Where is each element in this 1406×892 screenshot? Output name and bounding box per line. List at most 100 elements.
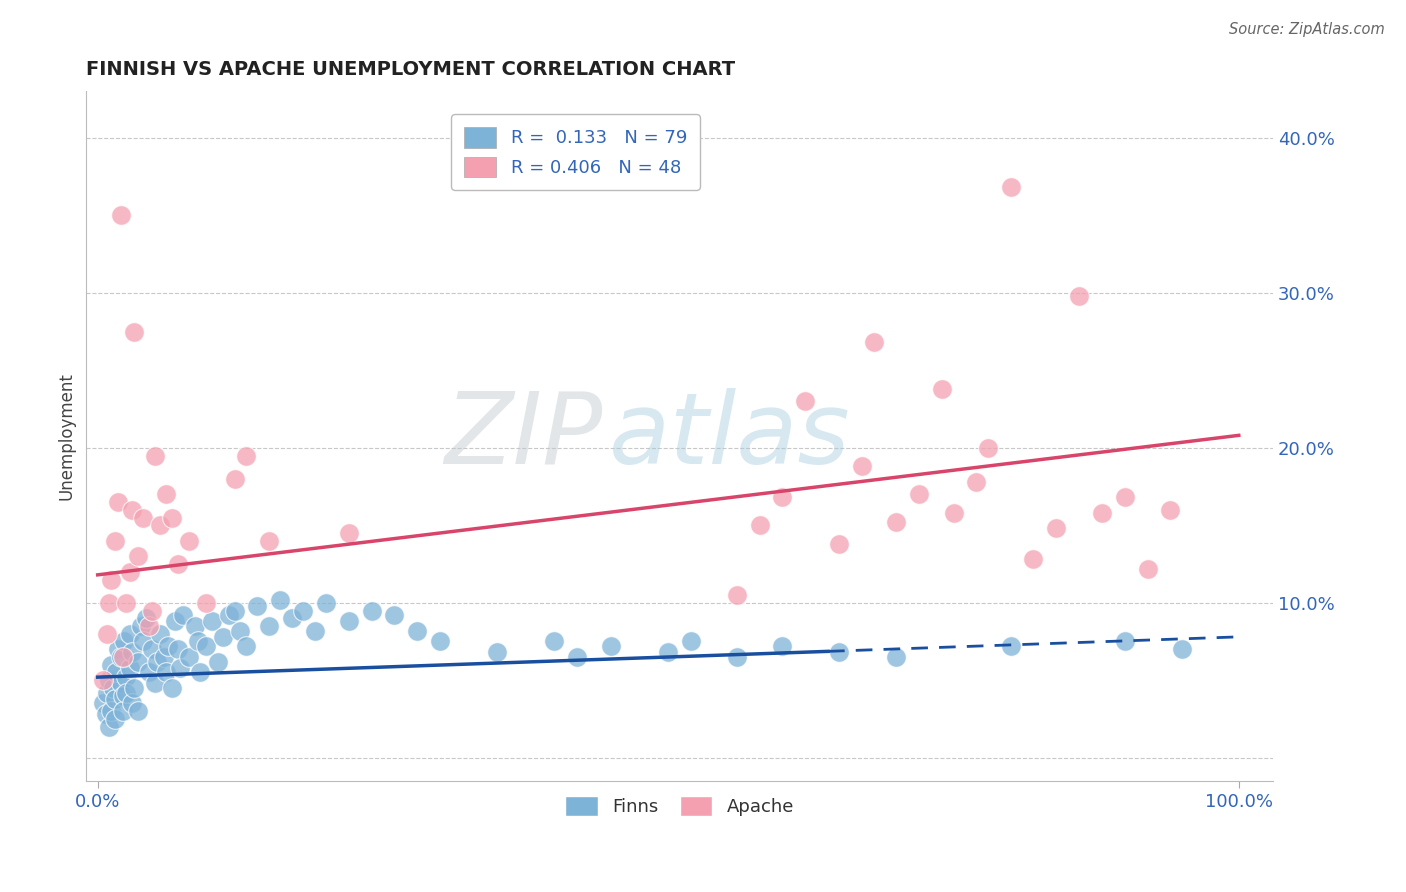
Point bbox=[155, 487, 177, 501]
Point bbox=[1022, 552, 1045, 566]
Point bbox=[942, 506, 965, 520]
Point bbox=[141, 603, 163, 617]
Text: Source: ZipAtlas.com: Source: ZipAtlas.com bbox=[1229, 22, 1385, 37]
Point bbox=[770, 491, 793, 505]
Point bbox=[138, 619, 160, 633]
Point bbox=[931, 382, 953, 396]
Point bbox=[565, 650, 588, 665]
Point bbox=[121, 502, 143, 516]
Point bbox=[98, 673, 121, 688]
Point bbox=[104, 691, 127, 706]
Point bbox=[96, 626, 118, 640]
Point bbox=[155, 665, 177, 680]
Point bbox=[384, 608, 406, 623]
Point bbox=[121, 645, 143, 659]
Point bbox=[201, 615, 224, 629]
Point bbox=[107, 642, 129, 657]
Point bbox=[122, 681, 145, 695]
Point bbox=[224, 603, 246, 617]
Point bbox=[828, 645, 851, 659]
Point bbox=[1091, 506, 1114, 520]
Point bbox=[207, 655, 229, 669]
Point bbox=[115, 686, 138, 700]
Point bbox=[101, 681, 124, 695]
Point bbox=[862, 335, 884, 350]
Point bbox=[337, 526, 360, 541]
Point bbox=[100, 657, 122, 672]
Text: atlas: atlas bbox=[609, 388, 851, 484]
Point bbox=[118, 661, 141, 675]
Point bbox=[146, 655, 169, 669]
Point bbox=[111, 704, 134, 718]
Point bbox=[770, 639, 793, 653]
Point bbox=[1045, 521, 1067, 535]
Point bbox=[195, 596, 218, 610]
Point bbox=[104, 665, 127, 680]
Point bbox=[149, 626, 172, 640]
Point bbox=[121, 697, 143, 711]
Point bbox=[304, 624, 326, 638]
Point bbox=[143, 449, 166, 463]
Point bbox=[104, 712, 127, 726]
Point bbox=[98, 596, 121, 610]
Point bbox=[828, 537, 851, 551]
Point bbox=[138, 665, 160, 680]
Point bbox=[115, 596, 138, 610]
Point bbox=[406, 624, 429, 638]
Point bbox=[337, 615, 360, 629]
Point bbox=[98, 720, 121, 734]
Point bbox=[212, 630, 235, 644]
Point bbox=[111, 689, 134, 703]
Point bbox=[908, 487, 931, 501]
Point bbox=[794, 394, 817, 409]
Point bbox=[600, 639, 623, 653]
Point bbox=[160, 681, 183, 695]
Point bbox=[127, 655, 149, 669]
Point bbox=[977, 441, 1000, 455]
Point bbox=[681, 634, 703, 648]
Point bbox=[160, 510, 183, 524]
Point bbox=[315, 596, 337, 610]
Point bbox=[246, 599, 269, 613]
Point bbox=[292, 603, 315, 617]
Point bbox=[111, 650, 134, 665]
Point bbox=[224, 472, 246, 486]
Point bbox=[851, 459, 873, 474]
Point bbox=[110, 208, 132, 222]
Point bbox=[1159, 502, 1181, 516]
Point bbox=[115, 670, 138, 684]
Point bbox=[486, 645, 509, 659]
Point bbox=[187, 634, 209, 648]
Point bbox=[218, 608, 240, 623]
Point bbox=[1067, 289, 1090, 303]
Point bbox=[94, 707, 117, 722]
Point bbox=[141, 642, 163, 657]
Point bbox=[886, 515, 908, 529]
Point bbox=[143, 676, 166, 690]
Point bbox=[127, 549, 149, 564]
Point bbox=[104, 533, 127, 548]
Point bbox=[153, 650, 176, 665]
Point bbox=[100, 573, 122, 587]
Point bbox=[118, 565, 141, 579]
Point bbox=[183, 619, 205, 633]
Text: FINNISH VS APACHE UNEMPLOYMENT CORRELATION CHART: FINNISH VS APACHE UNEMPLOYMENT CORRELATI… bbox=[86, 60, 735, 78]
Point bbox=[886, 650, 908, 665]
Point bbox=[360, 603, 382, 617]
Point bbox=[280, 611, 302, 625]
Point bbox=[135, 611, 157, 625]
Point bbox=[100, 704, 122, 718]
Point bbox=[235, 449, 257, 463]
Point bbox=[93, 697, 115, 711]
Point bbox=[110, 650, 132, 665]
Point bbox=[166, 642, 188, 657]
Point bbox=[725, 650, 748, 665]
Y-axis label: Unemployment: Unemployment bbox=[58, 372, 75, 500]
Point bbox=[110, 676, 132, 690]
Point bbox=[257, 619, 280, 633]
Point bbox=[165, 615, 187, 629]
Point bbox=[118, 626, 141, 640]
Point bbox=[1000, 639, 1022, 653]
Point bbox=[169, 661, 191, 675]
Point bbox=[1114, 491, 1136, 505]
